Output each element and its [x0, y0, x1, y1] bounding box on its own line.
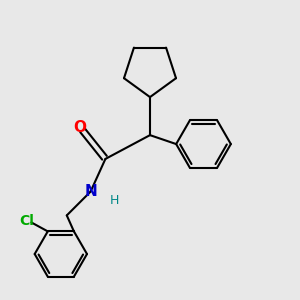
Text: Cl: Cl	[20, 214, 34, 228]
Text: H: H	[110, 194, 119, 207]
Text: O: O	[74, 120, 87, 135]
Text: N: N	[84, 184, 97, 199]
